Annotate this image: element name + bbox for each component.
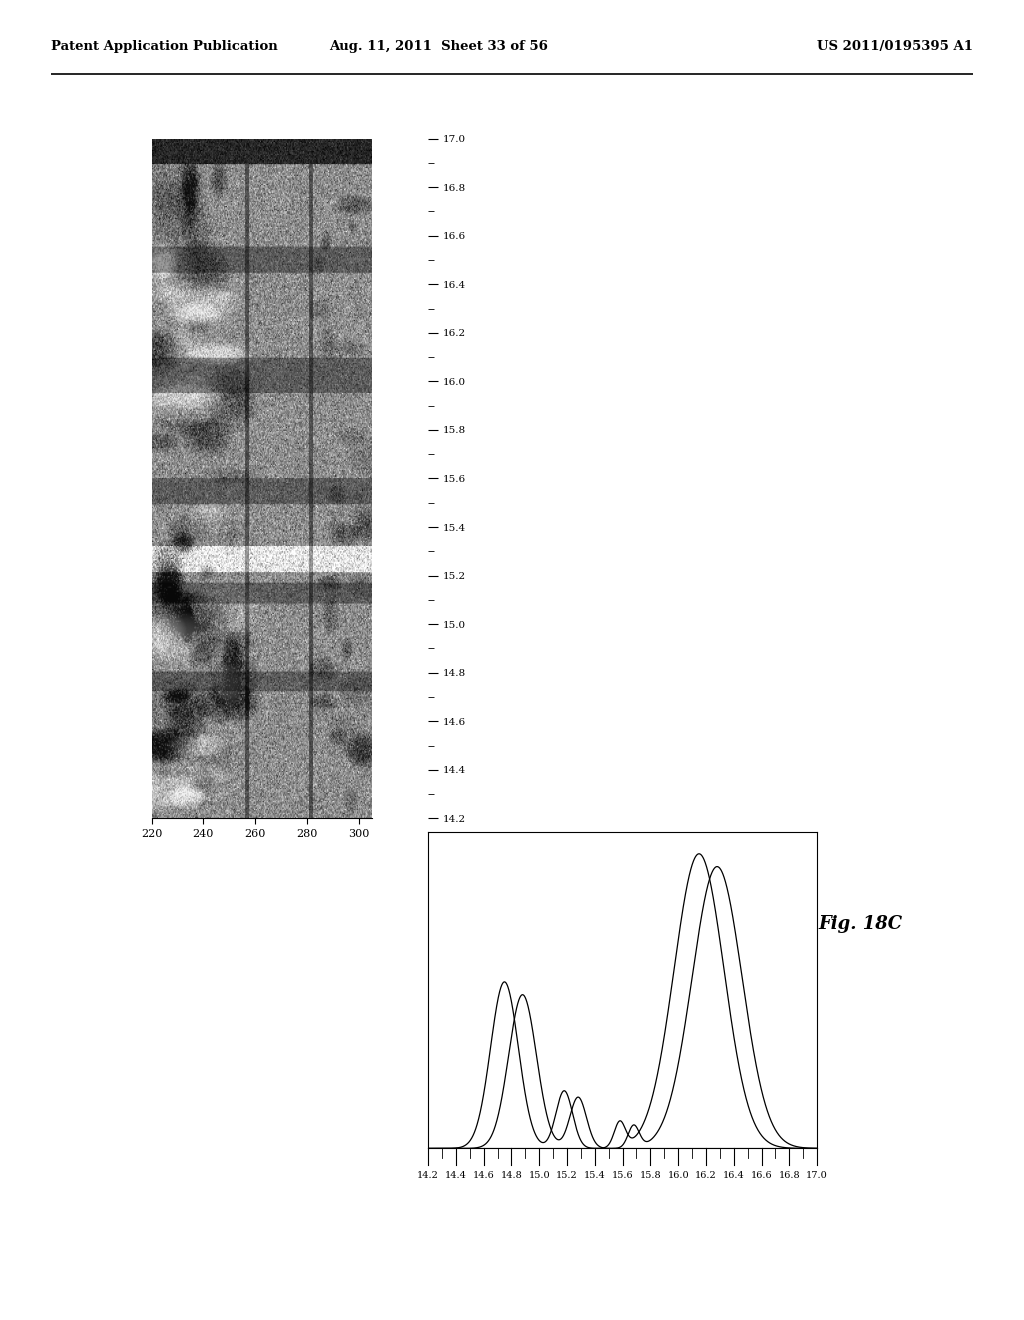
Text: Fig. 18C: Fig. 18C — [818, 915, 902, 933]
Text: 16.4: 16.4 — [723, 1172, 744, 1180]
Text: 15.2: 15.2 — [556, 1172, 578, 1180]
Text: US 2011/0195395 A1: US 2011/0195395 A1 — [817, 40, 973, 53]
Text: 17.0: 17.0 — [806, 1172, 828, 1180]
Text: 16.6: 16.6 — [751, 1172, 772, 1180]
Text: 15.8: 15.8 — [640, 1172, 662, 1180]
Text: 15.6: 15.6 — [611, 1172, 634, 1180]
Text: Aug. 11, 2011  Sheet 33 of 56: Aug. 11, 2011 Sheet 33 of 56 — [329, 40, 548, 53]
Text: 14.4: 14.4 — [444, 1172, 467, 1180]
Text: 15.0: 15.0 — [528, 1172, 550, 1180]
Text: 16.8: 16.8 — [778, 1172, 800, 1180]
Text: 16.2: 16.2 — [695, 1172, 717, 1180]
Text: 15.4: 15.4 — [584, 1172, 605, 1180]
Text: 14.8: 14.8 — [501, 1172, 522, 1180]
Text: Patent Application Publication: Patent Application Publication — [51, 40, 278, 53]
Text: 14.6: 14.6 — [473, 1172, 495, 1180]
Text: 14.2: 14.2 — [417, 1172, 439, 1180]
Text: 16.0: 16.0 — [668, 1172, 689, 1180]
